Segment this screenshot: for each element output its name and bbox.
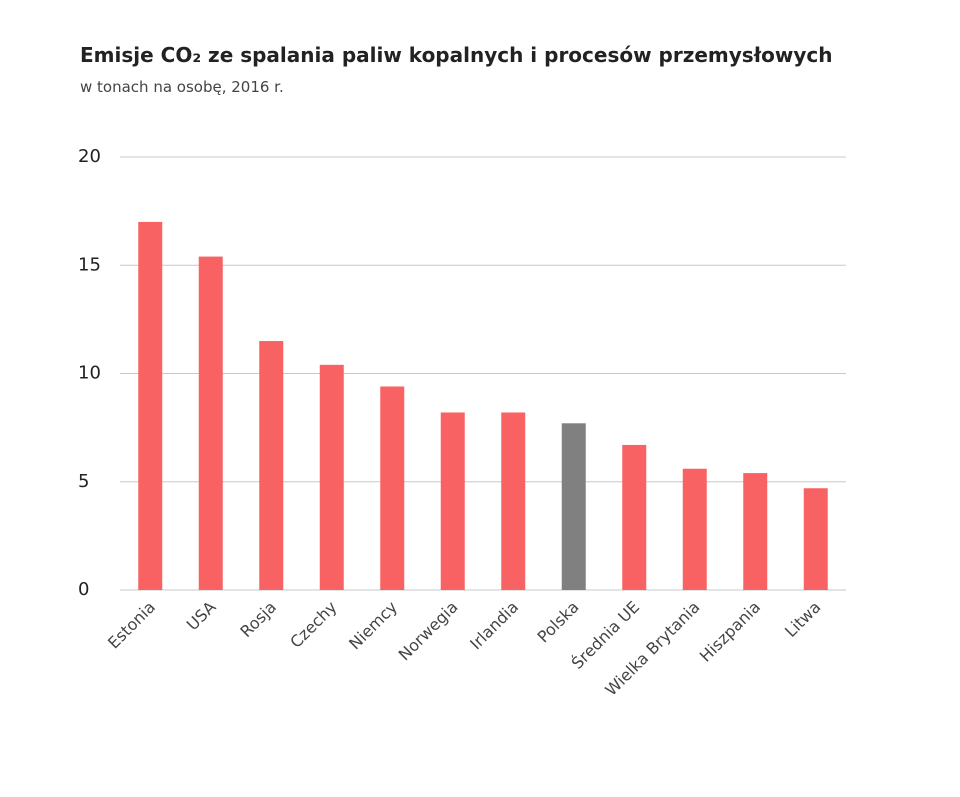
x-tick-label: Rosja xyxy=(236,597,280,641)
bar xyxy=(561,423,586,590)
bar xyxy=(501,412,526,590)
bar xyxy=(319,364,344,590)
bar xyxy=(259,341,284,590)
x-tick-label: Litwa xyxy=(781,597,825,641)
bar xyxy=(198,256,223,590)
x-tick-label: USA xyxy=(183,597,220,634)
bar xyxy=(622,444,647,590)
bar xyxy=(803,488,828,590)
bar xyxy=(380,386,405,590)
x-tick-label: Estonia xyxy=(104,597,159,652)
y-tick-label: 5 xyxy=(78,471,89,492)
x-tick-label: Hiszpania xyxy=(696,597,764,665)
bar xyxy=(743,473,768,590)
x-tick-label: Niemcy xyxy=(345,597,401,653)
chart-title: Emisje CO₂ ze spalania paliw kopalnych i… xyxy=(80,43,832,67)
x-tick-label: Czechy xyxy=(286,597,340,651)
bar xyxy=(138,221,163,590)
bar xyxy=(440,412,465,590)
y-tick-label: 0 xyxy=(78,579,89,600)
chart-subtitle: w tonach na osobę, 2016 r. xyxy=(80,78,284,96)
x-tick-label: Irlandia xyxy=(466,597,522,653)
y-tick-label: 20 xyxy=(78,146,101,167)
bar xyxy=(682,468,707,590)
x-tick-label: Norwegia xyxy=(395,597,462,664)
x-tick-label: Polska xyxy=(533,597,582,646)
y-tick-label: 10 xyxy=(78,363,101,384)
y-tick-label: 15 xyxy=(78,254,101,275)
